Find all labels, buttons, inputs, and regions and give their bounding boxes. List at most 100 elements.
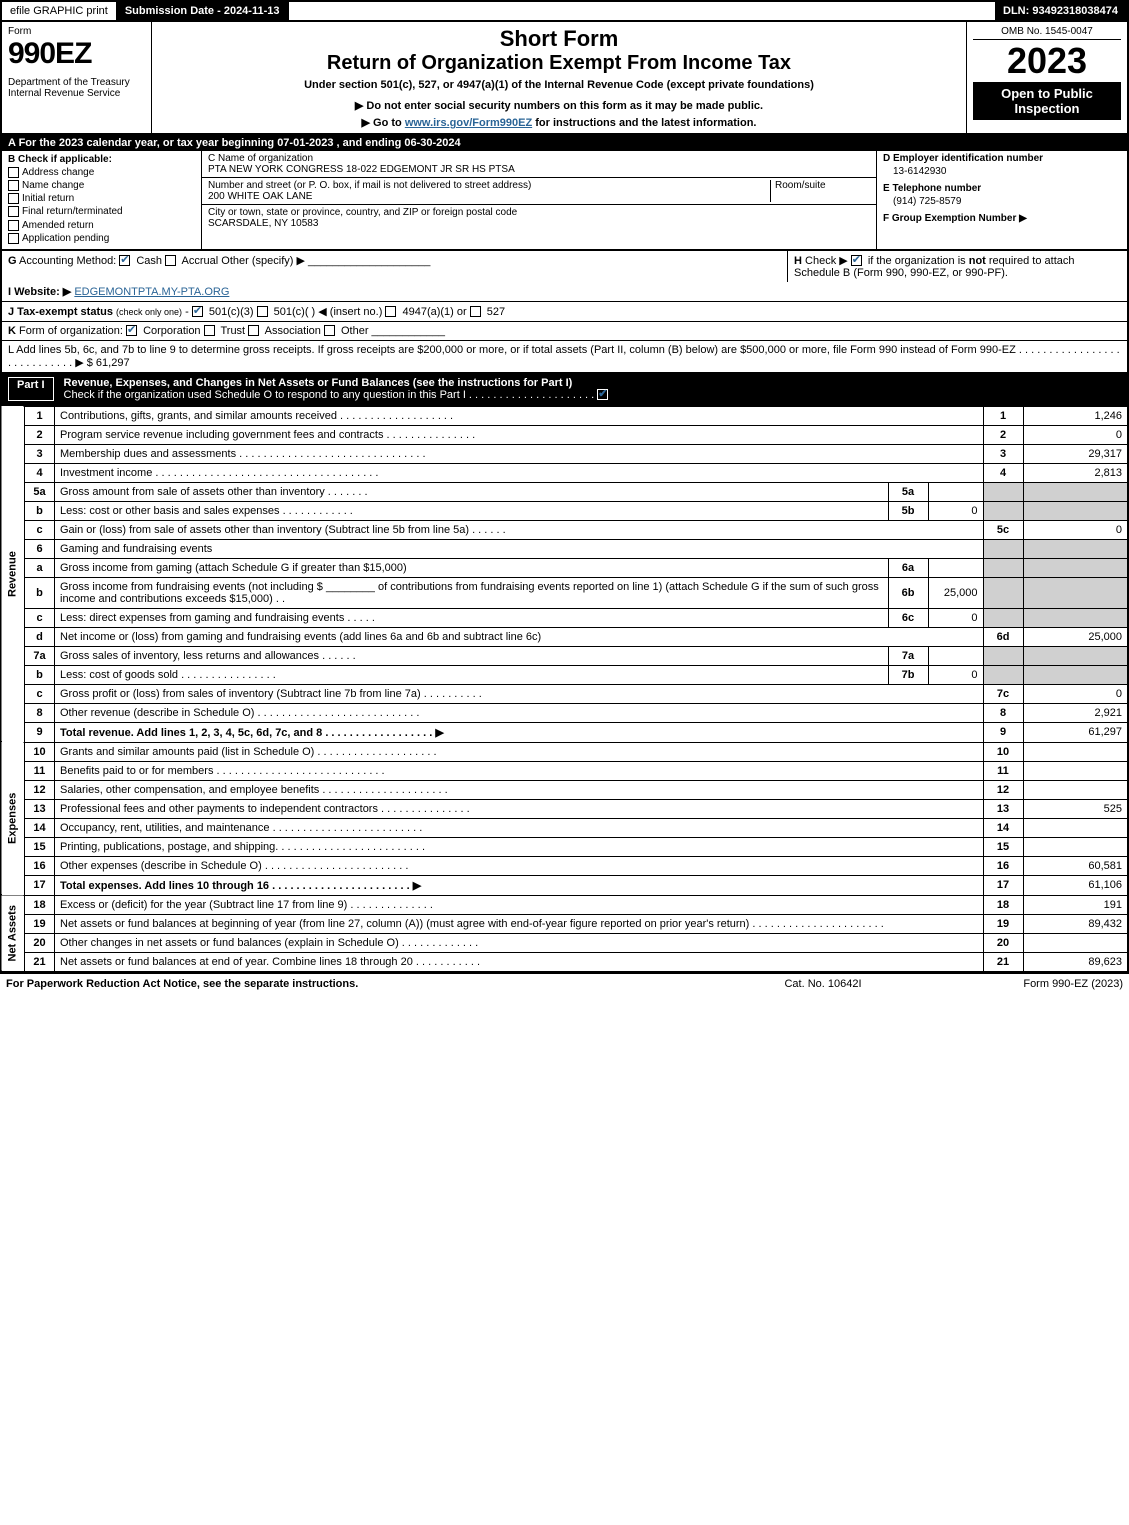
row-h: H Check ▶ if the organization is not req… [787, 251, 1127, 282]
side-revenue: Revenue [1, 406, 25, 742]
l5c-num: c [25, 520, 55, 539]
l6-num: 6 [25, 539, 55, 558]
check-association[interactable] [248, 325, 259, 336]
goto-post: for instructions and the latest informat… [532, 117, 756, 129]
row-a-tax-year: A For the 2023 calendar year, or tax yea… [0, 135, 1129, 151]
footer-left: For Paperwork Reduction Act Notice, see … [6, 978, 723, 990]
line-21: 21Net assets or fund balances at end of … [1, 952, 1128, 972]
line-1: Revenue 1 Contributions, gifts, grants, … [1, 406, 1128, 425]
line-9: 9 Total revenue. Add lines 1, 2, 3, 4, 5… [1, 722, 1128, 742]
l8-val: 2,921 [1023, 703, 1128, 722]
top-bar: efile GRAPHIC print Submission Date - 20… [0, 0, 1129, 22]
l7c-val: 0 [1023, 684, 1128, 703]
line-6c: c Less: direct expenses from gaming and … [1, 608, 1128, 627]
row-j: J Tax-exempt status (check only one) - 5… [2, 302, 1127, 322]
l5c-val: 0 [1023, 520, 1128, 539]
l6b-d1: Gross income from fundraising events (no… [60, 581, 323, 593]
l13-desc: Professional fees and other payments to … [55, 799, 984, 818]
l12-desc: Salaries, other compensation, and employ… [55, 780, 984, 799]
title-under-section: Under section 501(c), 527, or 4947(a)(1)… [158, 79, 960, 91]
l7b-desc: Less: cost of goods sold . . . . . . . .… [55, 665, 889, 684]
l7a-num: 7a [25, 646, 55, 665]
omb-number: OMB No. 1545-0047 [973, 26, 1121, 40]
department: Department of the Treasury Internal Reve… [8, 77, 145, 99]
check-schedule-b[interactable] [851, 255, 862, 266]
l6c-boxv: 0 [928, 608, 983, 627]
title-goto: ▶ Go to www.irs.gov/Form990EZ for instru… [158, 116, 960, 129]
l7a-boxn: 7a [888, 646, 928, 665]
check-cash[interactable] [119, 255, 130, 266]
l4-desc: Investment income . . . . . . . . . . . … [55, 463, 984, 482]
l6d-coln: 6d [983, 627, 1023, 646]
line-4: 4 Investment income . . . . . . . . . . … [1, 463, 1128, 482]
l7a-coln [983, 646, 1023, 665]
check-initial-return[interactable]: Initial return [8, 193, 195, 204]
l7c-desc: Gross profit or (loss) from sales of inv… [55, 684, 984, 703]
l18-num: 18 [25, 895, 55, 914]
opt-application-pending: Application pending [22, 233, 109, 244]
street-value: 200 WHITE OAK LANE [208, 191, 770, 202]
check-amended-return[interactable]: Amended return [8, 220, 195, 231]
check-527[interactable] [470, 306, 481, 317]
l7a-val [1023, 646, 1128, 665]
check-address-change[interactable]: Address change [8, 167, 195, 178]
l5c-coln: 5c [983, 520, 1023, 539]
l16-val: 60,581 [1023, 856, 1128, 875]
ein-label: D Employer identification number [883, 153, 1121, 164]
l13-val: 525 [1023, 799, 1128, 818]
check-other[interactable] [324, 325, 335, 336]
l6c-desc: Less: direct expenses from gaming and fu… [55, 608, 889, 627]
l18-desc: Excess or (deficit) for the year (Subtra… [55, 895, 984, 914]
title-return: Return of Organization Exempt From Incom… [158, 52, 960, 75]
l6-desc: Gaming and fundraising events [55, 539, 984, 558]
row-l: L Add lines 5b, 6c, and 7b to line 9 to … [2, 341, 1127, 372]
check-schedule-o[interactable] [597, 389, 608, 400]
l5a-num: 5a [25, 482, 55, 501]
irs-link[interactable]: www.irs.gov/Form990EZ [405, 117, 532, 129]
l13-coln: 13 [983, 799, 1023, 818]
l6b-val [1023, 577, 1128, 608]
part1-title: Revenue, Expenses, and Changes in Net As… [64, 377, 573, 389]
submission-date: Submission Date - 2024-11-13 [117, 2, 289, 20]
line-8: 8 Other revenue (describe in Schedule O)… [1, 703, 1128, 722]
header-center: Short Form Return of Organization Exempt… [152, 22, 967, 133]
l15-coln: 15 [983, 837, 1023, 856]
l7a-desc: Gross sales of inventory, less returns a… [55, 646, 889, 665]
line-13: 13Professional fees and other payments t… [1, 799, 1128, 818]
check-501c[interactable] [257, 306, 268, 317]
row-g: G Accounting Method: Cash Accrual Other … [2, 251, 787, 282]
l11-coln: 11 [983, 761, 1023, 780]
line-7b: b Less: cost of goods sold . . . . . . .… [1, 665, 1128, 684]
l8-coln: 8 [983, 703, 1023, 722]
l14-desc: Occupancy, rent, utilities, and maintena… [55, 818, 984, 837]
check-final-return[interactable]: Final return/terminated [8, 206, 195, 217]
l6a-boxv [928, 558, 983, 577]
l6c-coln [983, 608, 1023, 627]
line-5c: c Gain or (loss) from sale of assets oth… [1, 520, 1128, 539]
line-17: 17Total expenses. Add lines 10 through 1… [1, 875, 1128, 895]
l2-num: 2 [25, 425, 55, 444]
check-4947[interactable] [385, 306, 396, 317]
section-b: B Check if applicable: Address change Na… [2, 151, 202, 249]
check-name-change[interactable]: Name change [8, 180, 195, 191]
website-link[interactable]: EDGEMONTPTA.MY-PTA.ORG [74, 286, 229, 298]
l19-desc: Net assets or fund balances at beginning… [55, 914, 984, 933]
check-application-pending[interactable]: Application pending [8, 233, 195, 244]
check-accrual[interactable] [165, 255, 176, 266]
l6c-boxn: 6c [888, 608, 928, 627]
street-row: Number and street (or P. O. box, if mail… [202, 178, 876, 205]
l6a-num: a [25, 558, 55, 577]
l7a-boxv [928, 646, 983, 665]
form-code: 990EZ [8, 37, 145, 71]
line-10: Expenses 10 Grants and similar amounts p… [1, 742, 1128, 761]
line-6: 6 Gaming and fundraising events [1, 539, 1128, 558]
l3-coln: 3 [983, 444, 1023, 463]
line-19: 19Net assets or fund balances at beginni… [1, 914, 1128, 933]
check-trust[interactable] [204, 325, 215, 336]
l5b-num: b [25, 501, 55, 520]
l5c-desc: Gain or (loss) from sale of assets other… [55, 520, 984, 539]
l7b-num: b [25, 665, 55, 684]
check-501c3[interactable] [192, 306, 203, 317]
check-corporation[interactable] [126, 325, 137, 336]
l1-coln: 1 [983, 406, 1023, 425]
